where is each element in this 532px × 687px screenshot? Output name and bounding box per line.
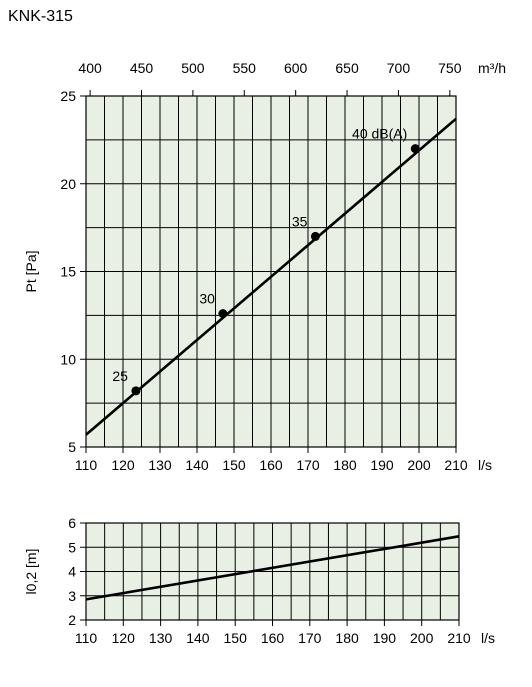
x-tick-label: 170 bbox=[298, 630, 322, 646]
x-tick-label: 180 bbox=[333, 457, 357, 473]
x-tick-label: 150 bbox=[224, 630, 248, 646]
x-tick-label: 190 bbox=[373, 630, 397, 646]
x-tick-label: 180 bbox=[335, 630, 359, 646]
y-tick-label: 25 bbox=[60, 88, 76, 104]
y-axis-label: l0,2 [m] bbox=[23, 549, 39, 595]
x-tick-label: 200 bbox=[410, 630, 434, 646]
x2-tick-label: 600 bbox=[284, 60, 308, 76]
x-axis-label: l/s bbox=[481, 630, 495, 646]
x2-tick-label: 750 bbox=[438, 60, 462, 76]
x-tick-label: 150 bbox=[222, 457, 246, 473]
x2-tick-label: 700 bbox=[387, 60, 411, 76]
x-tick-label: 110 bbox=[75, 457, 98, 473]
x-axis-label: l/s bbox=[478, 457, 492, 473]
y-tick-label: 5 bbox=[68, 539, 76, 555]
y-tick-label: 3 bbox=[68, 588, 76, 604]
y-tick-label: 10 bbox=[60, 351, 76, 367]
y-tick-label: 5 bbox=[68, 439, 76, 455]
x-tick-label: 130 bbox=[149, 630, 173, 646]
x-tick-label: 120 bbox=[111, 457, 135, 473]
series-line bbox=[85, 117, 457, 436]
x2-tick-label: 450 bbox=[130, 60, 154, 76]
data-point-label: 25 bbox=[112, 368, 128, 384]
data-point-label: 40 dB(A) bbox=[352, 126, 407, 142]
x-tick-label: 140 bbox=[186, 630, 210, 646]
x-tick-label: 210 bbox=[444, 457, 468, 473]
data-point bbox=[218, 309, 228, 319]
x-tick-label: 160 bbox=[261, 630, 285, 646]
x-tick-label: 210 bbox=[447, 630, 471, 646]
data-point-label: 30 bbox=[199, 291, 215, 307]
series-line bbox=[85, 535, 460, 601]
y-tick-label: 20 bbox=[60, 176, 76, 192]
data-point bbox=[310, 231, 320, 241]
x2-tick-label: 650 bbox=[335, 60, 359, 76]
data-point-label: 35 bbox=[292, 213, 308, 229]
x2-tick-label: 400 bbox=[78, 60, 102, 76]
x-tick-label: 140 bbox=[185, 457, 209, 473]
x-tick-label: 120 bbox=[112, 630, 136, 646]
x-tick-label: 130 bbox=[148, 457, 172, 473]
x-tick-label: 190 bbox=[370, 457, 394, 473]
x2-tick-label: 550 bbox=[233, 60, 257, 76]
x-tick-label: 170 bbox=[296, 457, 320, 473]
x-tick-label: 110 bbox=[75, 630, 98, 646]
y-tick-label: 4 bbox=[68, 564, 76, 580]
x-tick-label: 200 bbox=[407, 457, 431, 473]
x2-axis-label: m³/h bbox=[478, 60, 506, 76]
y-tick-label: 15 bbox=[60, 264, 76, 280]
pressure-chart: 110 120 130 140 150 160 170 180 190 200 210 l/s 5 10 1… bbox=[23, 60, 506, 473]
page-title: KNK-315 bbox=[8, 8, 73, 25]
data-point bbox=[131, 386, 141, 396]
data-point bbox=[410, 144, 420, 154]
y-axis-label: Pt [Pa] bbox=[23, 250, 39, 292]
x-tick-label: 160 bbox=[259, 457, 283, 473]
x2-tick-label: 500 bbox=[181, 60, 205, 76]
y-tick-label: 2 bbox=[68, 612, 76, 628]
y-tick-label: 6 bbox=[68, 515, 76, 531]
